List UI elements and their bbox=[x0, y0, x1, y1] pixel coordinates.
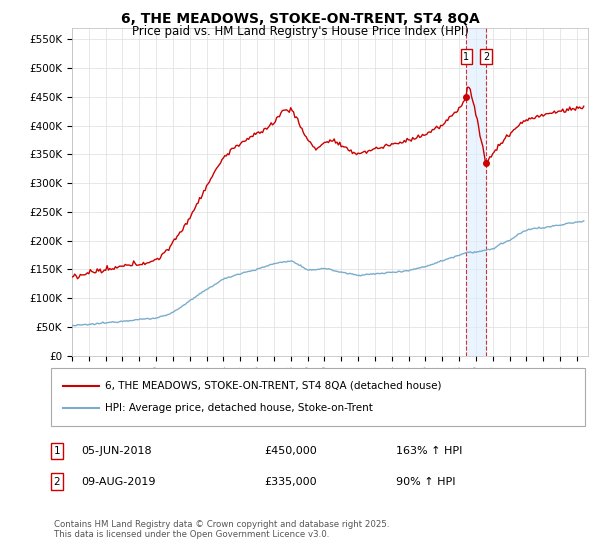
Text: 163% ↑ HPI: 163% ↑ HPI bbox=[396, 446, 463, 456]
Text: £335,000: £335,000 bbox=[264, 477, 317, 487]
Text: Contains HM Land Registry data © Crown copyright and database right 2025.
This d: Contains HM Land Registry data © Crown c… bbox=[54, 520, 389, 539]
Text: 90% ↑ HPI: 90% ↑ HPI bbox=[396, 477, 455, 487]
Text: 2: 2 bbox=[53, 477, 61, 487]
Bar bbox=[466, 28, 486, 356]
Text: 1: 1 bbox=[53, 446, 61, 456]
Text: 05-JUN-2018: 05-JUN-2018 bbox=[81, 446, 152, 456]
Text: 1: 1 bbox=[463, 52, 469, 62]
Text: 6, THE MEADOWS, STOKE-ON-TRENT, ST4 8QA (detached house): 6, THE MEADOWS, STOKE-ON-TRENT, ST4 8QA … bbox=[105, 381, 442, 391]
Text: £450,000: £450,000 bbox=[264, 446, 317, 456]
Text: 2: 2 bbox=[483, 52, 489, 62]
Text: 6, THE MEADOWS, STOKE-ON-TRENT, ST4 8QA: 6, THE MEADOWS, STOKE-ON-TRENT, ST4 8QA bbox=[121, 12, 479, 26]
Text: Price paid vs. HM Land Registry's House Price Index (HPI): Price paid vs. HM Land Registry's House … bbox=[131, 25, 469, 38]
Text: HPI: Average price, detached house, Stoke-on-Trent: HPI: Average price, detached house, Stok… bbox=[105, 403, 373, 413]
Text: 09-AUG-2019: 09-AUG-2019 bbox=[81, 477, 155, 487]
